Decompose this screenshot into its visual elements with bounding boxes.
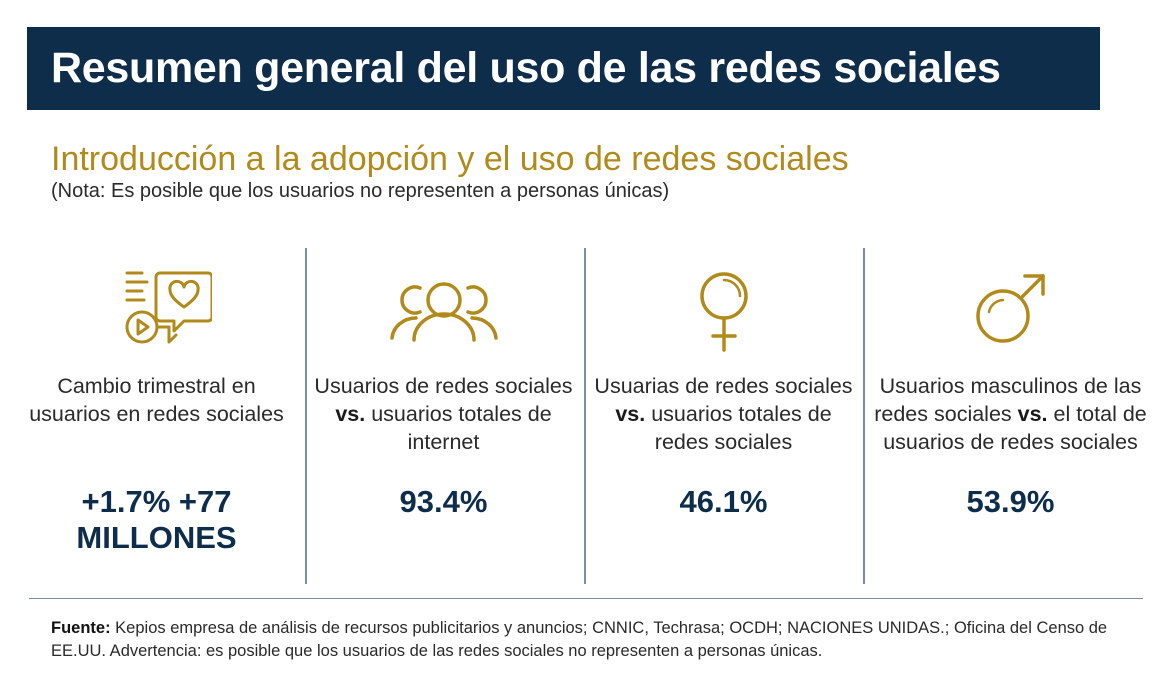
column-divider (305, 248, 307, 584)
stat-value-line2: MILLONES (76, 520, 237, 555)
stat-label-text: Usuarias de redes sociales (594, 374, 853, 398)
stat-label-vs: vs. (615, 402, 646, 426)
stat-label: Usuarios de redes sociales vs. usuarios … (306, 372, 581, 484)
social-media-icon (125, 271, 212, 344)
stat-label-vs: vs. (335, 402, 366, 426)
stat-value: +1.7% +77 MILLONES (19, 484, 294, 556)
stat-label: Usuarios masculinos de las redes sociale… (873, 372, 1148, 484)
page-title: Resumen general del uso de las redes soc… (51, 44, 1001, 92)
column-divider (863, 248, 865, 584)
page-title-banner: Resumen general del uso de las redes soc… (27, 27, 1100, 110)
stat-value-line1: +1.7% +77 (81, 484, 232, 519)
stat-social-vs-internet: Usuarios de redes sociales vs. usuarios … (306, 260, 581, 520)
stat-label-text: usuarios totales de internet (365, 402, 552, 454)
stat-value: 93.4% (399, 484, 488, 519)
stat-label: Usuarias de redes sociales vs. usuarios … (586, 372, 861, 484)
users-group-icon (389, 282, 498, 342)
footer-divider (29, 598, 1143, 599)
source-label: Fuente: (51, 619, 111, 637)
stat-value: 53.9% (966, 484, 1055, 519)
stat-label-text: Usuarios masculinos de las redes sociale… (874, 374, 1142, 426)
section-note: (Nota: Es posible que los usuarios no re… (51, 180, 670, 202)
stat-label-vs: vs. (1017, 402, 1048, 426)
source-text: Kepios empresa de análisis de recursos p… (51, 619, 1108, 660)
stat-label-text: Usuarios de redes sociales (314, 374, 573, 398)
male-symbol-icon (975, 274, 1045, 343)
stat-female-users: Usuarias de redes sociales vs. usuarios … (586, 260, 861, 520)
stat-quarterly-change: Cambio trimestral en usuarios en redes s… (19, 260, 294, 556)
female-symbol-icon (699, 272, 748, 352)
stat-male-users: Usuarios masculinos de las redes sociale… (873, 260, 1148, 520)
stat-label: Cambio trimestral en usuarios en redes s… (29, 374, 284, 426)
section-subtitle: Introducción a la adopción y el uso de r… (51, 140, 849, 178)
stat-value: 46.1% (679, 484, 768, 519)
stat-label-text: usuarios totales de redes sociales (645, 402, 832, 454)
source-note: Fuente: Kepios empresa de análisis de re… (51, 617, 1141, 663)
column-divider (584, 248, 586, 584)
stat-label-text: el total de usuarios de redes sociales (883, 402, 1147, 454)
